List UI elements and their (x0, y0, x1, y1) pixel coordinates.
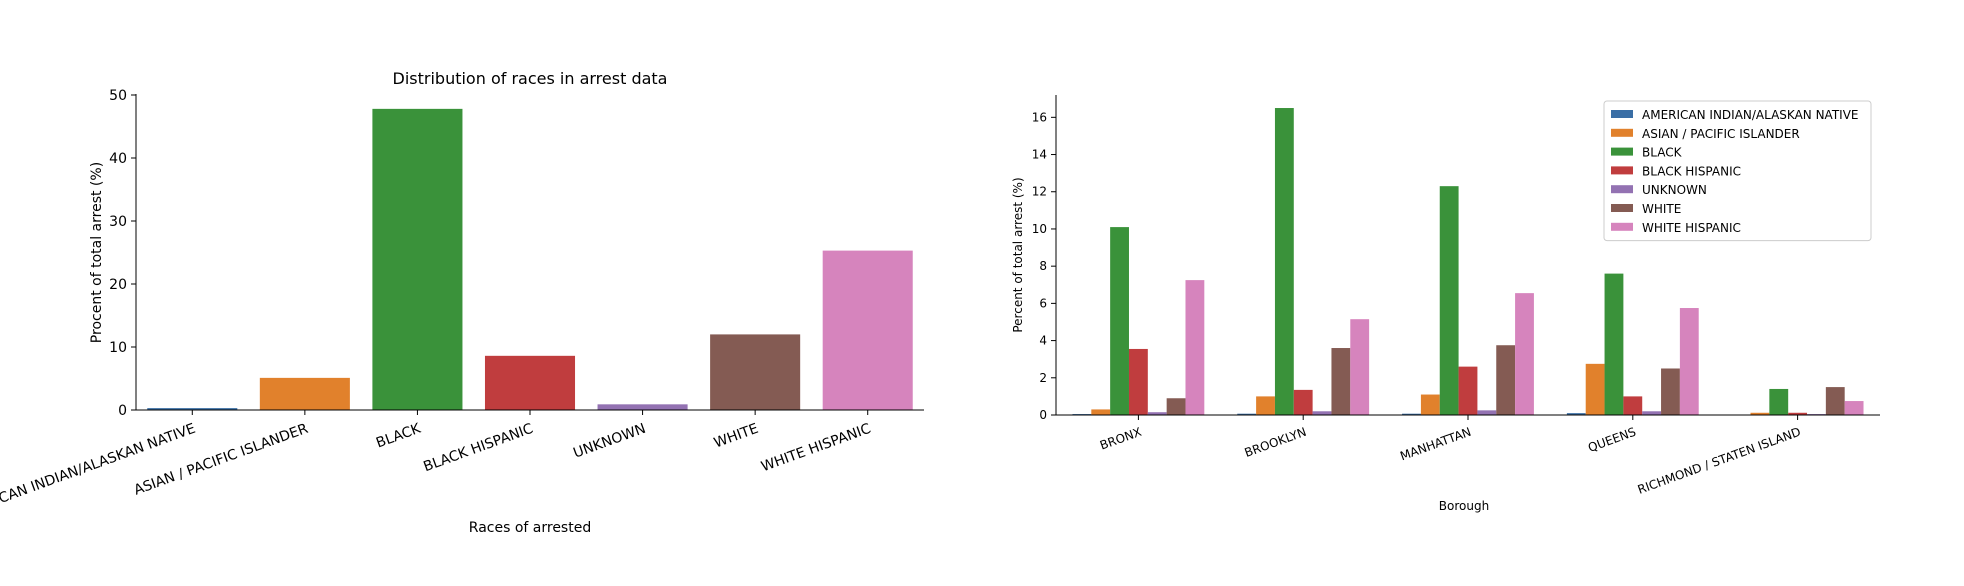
bar-6-0 (1185, 280, 1205, 415)
bar-3-3 (1623, 396, 1643, 415)
bar-4-3 (1642, 411, 1662, 415)
bar-2-1 (1274, 108, 1294, 415)
bar-4 (597, 404, 688, 410)
y-tick-label-6: 12 (1032, 185, 1047, 199)
y-axis-label: Procent of total arrest (%) (89, 162, 105, 343)
bar-2-2 (1439, 186, 1459, 415)
x-axis-label: Borough (1439, 499, 1489, 513)
y-tick-label-0: 0 (1039, 408, 1047, 422)
bar-0-3 (1566, 413, 1586, 415)
bar-6-3 (1679, 308, 1699, 415)
x-tick-label-2: BLACK (374, 420, 423, 451)
bar-2-4 (1769, 388, 1789, 415)
legend-swatch-6 (1611, 222, 1633, 231)
bar-4-2 (1477, 410, 1497, 415)
y-tick-label-3: 30 (109, 214, 127, 230)
chart-title: Distribution of races in arrest data (393, 69, 668, 88)
legend-swatch-5 (1611, 204, 1633, 212)
legend: AMERICAN INDIAN/ALASKAN NATIVE ASIAN / PA… (1603, 100, 1872, 242)
bar-2-3 (1604, 273, 1624, 415)
x-axis-label: Races of arrested (469, 520, 591, 536)
legend-label-3: BLACK HISPANIC (1642, 164, 1741, 178)
bar-5 (710, 334, 801, 410)
bar-5-2 (1496, 345, 1516, 415)
race-distribution-chart: Distribution of races in arrest data 0 10 2… (0, 69, 924, 536)
y-tick-label-3: 6 (1039, 296, 1047, 310)
bar-6-4 (1844, 401, 1864, 415)
bar-3 (484, 355, 576, 410)
y-tick-label-4: 40 (109, 151, 127, 167)
y-tick-label-5: 10 (1032, 222, 1047, 236)
y-tick-label-1: 10 (109, 340, 127, 356)
y-tick-label-7: 14 (1032, 148, 1047, 162)
bar-3-0 (1128, 348, 1148, 415)
legend-swatch-2 (1611, 147, 1633, 156)
bar-2 (372, 108, 463, 411)
bar-0-2 (1402, 413, 1421, 415)
bar-2-0 (1110, 227, 1129, 415)
legend-swatch-1 (1611, 128, 1633, 137)
x-tick-label-3: QUEENS (1586, 425, 1638, 455)
bar-6 (822, 250, 913, 410)
bar-4-1 (1312, 411, 1332, 415)
bar-1-0 (1091, 409, 1111, 415)
x-tick-label-2: MANHATTAN (1398, 425, 1473, 464)
legend-swatch-3 (1611, 166, 1633, 175)
legend-label-2: BLACK (1642, 146, 1683, 160)
x-tick-label-6: WHITE HISPANIC (759, 421, 873, 476)
y-tick-label-0: 0 (118, 403, 127, 419)
bar-1-1 (1256, 396, 1275, 415)
bar-6-2 (1515, 293, 1534, 415)
bar-4-0 (1147, 412, 1167, 415)
x-tick-label-5: WHITE (712, 421, 761, 452)
legend-label-4: UNKNOWN (1642, 183, 1707, 197)
bar-3-2 (1458, 366, 1478, 415)
bar-3-4 (1788, 412, 1808, 415)
y-tick-label-2: 4 (1039, 334, 1047, 348)
bar-1-2 (1420, 394, 1440, 415)
bar-1 (259, 377, 350, 410)
bar-1-3 (1585, 363, 1605, 415)
legend-swatch-0 (1611, 110, 1633, 118)
y-tick-label-2: 20 (109, 277, 127, 293)
bar-0 (147, 408, 238, 410)
legend-label-5: WHITE (1642, 202, 1681, 216)
y-axis-label: Percent of total arrest (%) (1011, 177, 1025, 332)
y-tick-label-8: 16 (1032, 110, 1047, 124)
bar-5-4 (1825, 387, 1845, 415)
bar-5-1 (1331, 348, 1351, 415)
bar-1-4 (1750, 412, 1770, 415)
bar-5-0 (1166, 398, 1186, 415)
borough-race-chart: 0 2 4 6 8 10 12 14 16 BRONX BROOKLYN MANHATTAN QUEEN… (1011, 95, 1880, 513)
legend-label-0: AMERICAN INDIAN/ALASKAN NATIVE (1642, 108, 1859, 122)
x-tick-label-3: BLACK HISPANIC (421, 421, 535, 476)
x-tick-label-4: RICHMOND / STATEN ISLAND (1636, 425, 1803, 497)
y-tick-label-1: 2 (1039, 371, 1047, 385)
bar-3-1 (1293, 389, 1313, 415)
x-tick-label-4: UNKNOWN (571, 421, 648, 462)
y-tick-label-5: 50 (109, 88, 127, 104)
legend-frame (1603, 100, 1872, 242)
x-tick-label-0: BRONX (1098, 425, 1143, 453)
legend-label-6: WHITE HISPANIC (1642, 221, 1741, 235)
y-tick-label-4: 8 (1039, 259, 1047, 273)
x-tick-label-1: BROOKLYN (1243, 425, 1309, 460)
bar-6-1 (1350, 319, 1370, 415)
legend-swatch-4 (1611, 185, 1633, 194)
legend-label-1: ASIAN / PACIFIC ISLANDER (1642, 127, 1800, 141)
bar-5-3 (1661, 368, 1680, 415)
bar-0-1 (1237, 413, 1257, 415)
